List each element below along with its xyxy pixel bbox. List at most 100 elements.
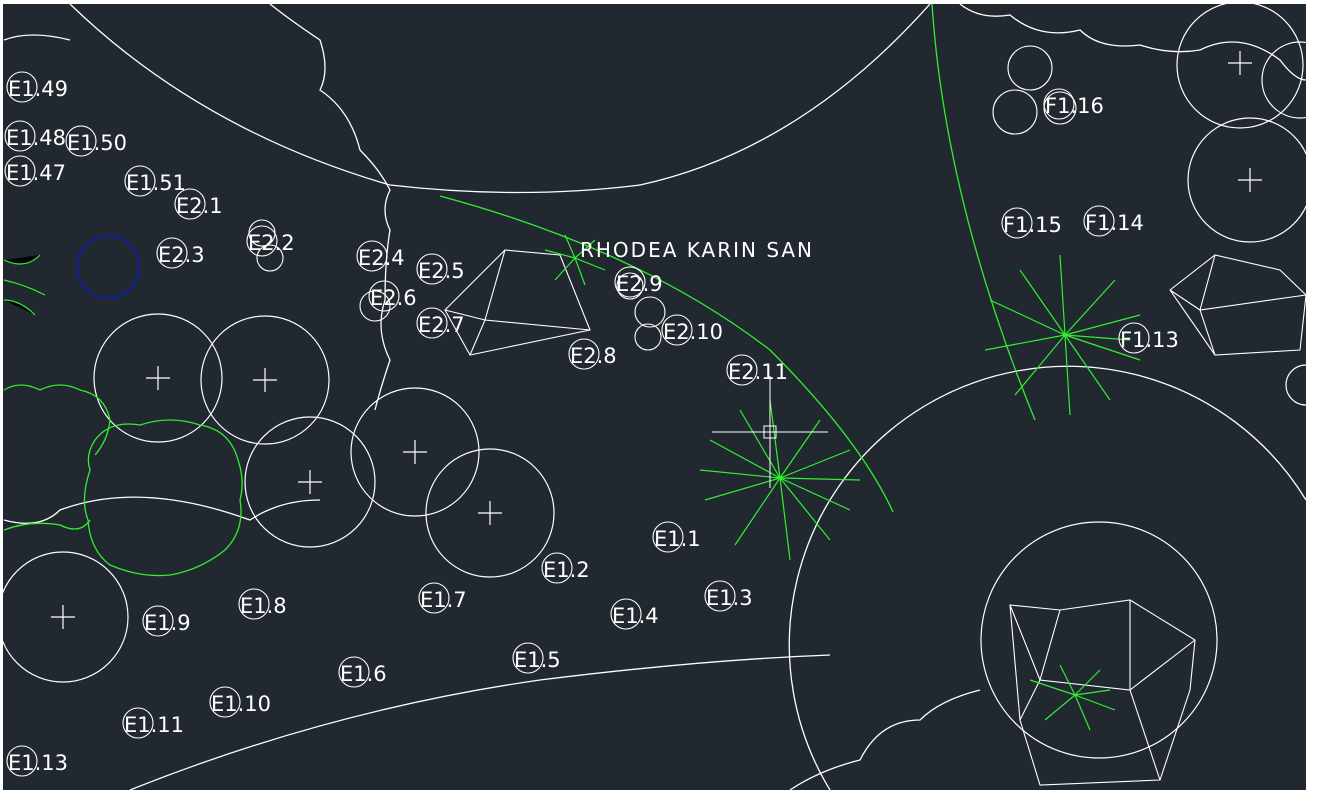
- plant-tag-circle: [418, 582, 450, 614]
- planting-bed-outline-left: [3, 34, 71, 41]
- plant-tag-text: E1.47: [6, 161, 66, 185]
- plant-tag-circle: [652, 521, 684, 553]
- plant-tag-circle: [1083, 205, 1115, 237]
- plant-tag-e1-5[interactable]: E1.5: [512, 642, 561, 674]
- plant-tag-text: E1.8: [240, 594, 287, 618]
- plant-tag-text: E1.48: [6, 126, 66, 150]
- plant-tag-text: E1.2: [543, 558, 590, 582]
- plant-tag-e1-51[interactable]: E1.51: [124, 165, 186, 197]
- plant-tag-e1-50[interactable]: E1.50: [65, 125, 127, 157]
- plant-tag-text: E1.11: [124, 713, 184, 737]
- plant-tag-text: E2.2: [248, 231, 295, 255]
- drawing-background: [3, 4, 1306, 790]
- plant-tag-e2-5[interactable]: E2.5: [416, 253, 465, 285]
- plant-tag-e1-10[interactable]: E1.10: [209, 686, 271, 718]
- tree-center-marks: [51, 51, 1262, 629]
- plant-tag-e1-2[interactable]: E1.2: [541, 552, 590, 584]
- large-circle-bottom-right: [788, 365, 1306, 790]
- plant-tag-circle: [661, 314, 693, 346]
- plant-note-label: RHODEA KARIN SAN: [580, 238, 814, 262]
- plant-tag-e1-1[interactable]: E1.1: [652, 521, 701, 553]
- plant-tag-e1-8[interactable]: E1.8: [238, 588, 287, 620]
- large-arc-top: [69, 4, 931, 194]
- plant-tag-e1-9[interactable]: E1.9: [142, 605, 191, 637]
- plant-tag-e1-13[interactable]: E1.13: [6, 745, 68, 777]
- plant-tag-text: E2.9: [616, 272, 663, 296]
- plant-tag-text: F1.13: [1120, 328, 1179, 352]
- plant-tag-e1-49[interactable]: E1.49: [6, 71, 68, 103]
- plant-tag-e1-11[interactable]: E1.11: [122, 707, 184, 739]
- plant-tag-circle: [356, 240, 388, 272]
- plant-tag-circle: [726, 354, 758, 386]
- plant-tag-circle: [541, 552, 573, 584]
- plant-tag-circle: [1001, 207, 1033, 239]
- plant-tag-text: E2.4: [358, 246, 405, 270]
- plant-tag-text: E1.6: [340, 662, 387, 686]
- crosshair-cursor: [712, 376, 828, 488]
- plant-tag-f1-15[interactable]: F1.15: [1001, 207, 1062, 239]
- plant-tag-circle: [246, 225, 278, 257]
- plant-tag-circle: [209, 686, 241, 718]
- plant-tag-text: E2.7: [418, 313, 465, 337]
- plant-tag-e2-8[interactable]: E2.8: [568, 338, 617, 370]
- plant-tag-circle: [122, 707, 154, 739]
- selected-circle[interactable]: [76, 235, 140, 299]
- plant-tag-circle: [1118, 322, 1150, 354]
- plant-tag-circle: [416, 253, 448, 285]
- plant-tag-circle: [65, 125, 97, 157]
- plant-tag-text: E2.11: [728, 360, 788, 384]
- plant-tag-f1-13[interactable]: F1.13: [1118, 322, 1179, 354]
- plant-tag-e1-4[interactable]: E1.4: [610, 598, 659, 630]
- planting-bed-outline-bottom: [789, 689, 981, 790]
- plant-tag-circle: [614, 266, 646, 298]
- plant-tag-text: E2.1: [176, 194, 223, 218]
- plant-tag-e1-7[interactable]: E1.7: [418, 582, 467, 614]
- plant-tag-text: E2.3: [158, 243, 205, 267]
- plant-tag-e2-4[interactable]: E2.4: [356, 240, 405, 272]
- curve-lower-left: [3, 496, 321, 524]
- plant-tag-text: E1.7: [420, 588, 467, 612]
- plant-tag-e1-47[interactable]: E1.47: [4, 155, 66, 187]
- plant-tag-e2-9[interactable]: E2.9: [614, 266, 663, 298]
- plant-tag-e2-2[interactable]: E2.2: [246, 225, 295, 257]
- plant-tag-text: F1.14: [1085, 211, 1144, 235]
- planting-bed-outline-top: [269, 4, 391, 411]
- plant-tag-text: E1.1: [654, 527, 701, 551]
- plant-tag-text: E1.49: [8, 77, 68, 101]
- plant-tag-e1-6[interactable]: E1.6: [338, 656, 387, 688]
- plant-tag-circle: [704, 580, 736, 612]
- plant-tag-text: E2.6: [370, 286, 417, 310]
- plant-tag-e1-3[interactable]: E1.3: [704, 580, 753, 612]
- plant-tag-circle: [174, 188, 206, 220]
- plant-tag-text: E1.10: [211, 692, 271, 716]
- plant-tag-f1-16[interactable]: F1.16: [1043, 88, 1104, 120]
- plant-tag-text: E2.8: [570, 344, 617, 368]
- plant-tag-circle: [6, 71, 38, 103]
- plant-tag-e2-3[interactable]: E2.3: [156, 237, 205, 269]
- plant-tag-circle: [6, 745, 38, 777]
- plant-tag-text: E1.3: [706, 586, 753, 610]
- plant-tag-e2-7[interactable]: E2.7: [416, 307, 465, 339]
- plant-tag-e2-11[interactable]: E2.11: [726, 354, 788, 386]
- plant-tag-e2-6[interactable]: E2.6: [368, 280, 417, 312]
- plant-tag-text: E1.5: [514, 648, 561, 672]
- boundary-arc-green: [931, 4, 1036, 421]
- boundary-line-green: [439, 195, 894, 513]
- plant-tag-e2-10[interactable]: E2.10: [661, 314, 723, 346]
- plant-tag-circle: [610, 598, 642, 630]
- plant-tag-e2-1[interactable]: E2.1: [174, 188, 223, 220]
- plant-tag-text: E1.9: [144, 611, 191, 635]
- plant-tag-text: E1.4: [612, 604, 659, 628]
- plant-tag-circle: [416, 307, 448, 339]
- plant-tag-circle: [368, 280, 400, 312]
- plant-tag-e1-48[interactable]: E1.48: [4, 120, 66, 152]
- shrub-groups-green: [3, 4, 1036, 577]
- plant-tag-text: E2.5: [418, 259, 465, 283]
- plant-tag-circle: [4, 120, 36, 152]
- plant-tag-text: F1.16: [1045, 94, 1104, 118]
- plant-tag-f1-14[interactable]: F1.14: [1083, 205, 1144, 237]
- plant-tag-text: E2.10: [663, 320, 723, 344]
